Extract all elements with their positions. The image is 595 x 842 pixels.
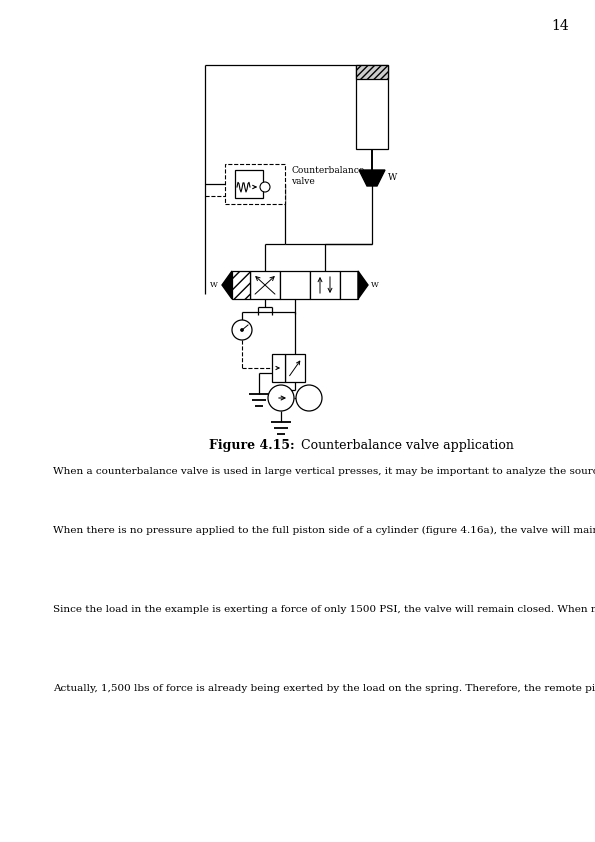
Text: Counterbalance
valve: Counterbalance valve: [291, 167, 364, 186]
Polygon shape: [222, 271, 232, 299]
Circle shape: [268, 385, 294, 411]
Text: Since the load in the example is exerting a force of only 1500 PSI, the valve wi: Since the load in the example is exertin…: [53, 605, 595, 614]
Text: When a counterbalance valve is used in large vertical presses, it may be importa: When a counterbalance valve is used in l…: [53, 467, 595, 476]
Bar: [285, 354, 305, 382]
Text: Counterbalance valve application: Counterbalance valve application: [297, 440, 514, 452]
Bar: [356, 65, 388, 79]
Circle shape: [232, 320, 252, 340]
Text: Actually, 1,500 lbs of force is already being exerted by the load on the spring.: Actually, 1,500 lbs of force is already …: [53, 684, 595, 693]
Circle shape: [240, 328, 243, 332]
Text: W: W: [210, 281, 218, 289]
Bar: [356, 65, 388, 149]
Bar: [232, 271, 250, 299]
Text: 14: 14: [551, 19, 569, 33]
Bar: [310, 271, 340, 299]
Polygon shape: [358, 271, 368, 299]
Bar: [235, 170, 263, 198]
Bar: [250, 271, 280, 299]
Bar: [280, 271, 310, 299]
Circle shape: [296, 385, 322, 411]
Bar: [340, 271, 358, 299]
Bar: [225, 164, 285, 204]
Text: W: W: [388, 173, 397, 183]
Polygon shape: [359, 170, 385, 186]
Text: Figure 4.15:: Figure 4.15:: [209, 440, 295, 452]
Text: W: W: [371, 281, 379, 289]
Bar: [272, 354, 285, 382]
Circle shape: [260, 182, 270, 192]
Text: When there is no pressure applied to the full piston side of a cylinder (figure : When there is no pressure applied to the…: [53, 526, 595, 536]
